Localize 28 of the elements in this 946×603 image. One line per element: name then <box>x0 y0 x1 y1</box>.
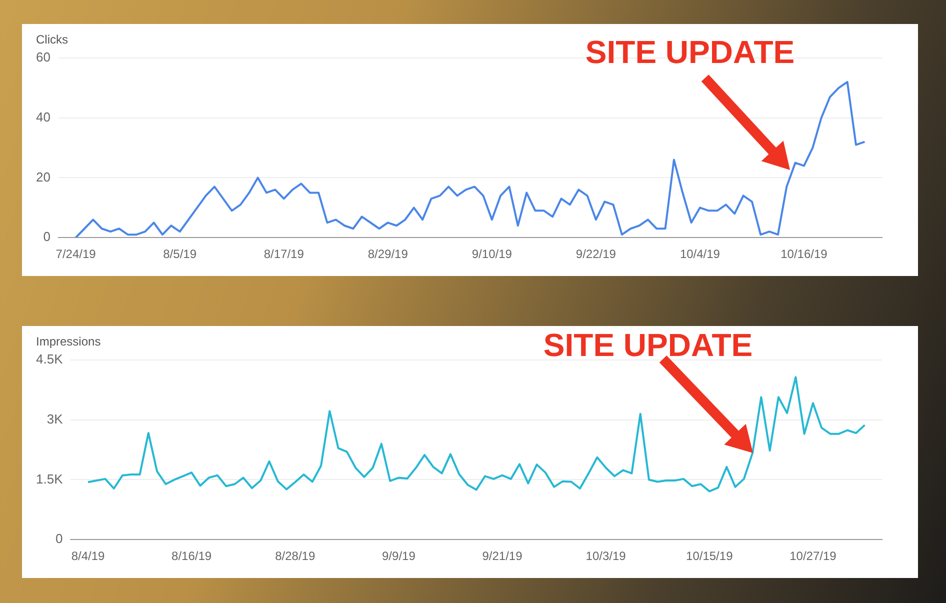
x-tick-label: 9/22/19 <box>576 247 616 262</box>
x-tick-label: 10/15/19 <box>686 549 734 564</box>
y-tick-label: 20 <box>36 169 50 184</box>
y-tick-label: 60 <box>36 50 50 65</box>
x-tick-label: 9/9/19 <box>382 549 416 564</box>
y-axis-title: Impressions <box>36 334 101 348</box>
x-tick-label: 9/21/19 <box>482 549 523 564</box>
x-tick-label: 8/5/19 <box>163 247 197 262</box>
x-tick-label: 7/24/19 <box>56 247 96 262</box>
x-tick-label: 10/16/19 <box>780 247 828 262</box>
x-tick-label: 8/28/19 <box>275 549 316 564</box>
y-axis-title: Clicks <box>36 32 68 46</box>
y-tick-label: 1.5K <box>36 471 64 486</box>
y-tick-label: 4.5K <box>36 352 64 367</box>
x-tick-label: 10/27/19 <box>790 549 837 564</box>
annotation: SITE UPDATE <box>543 326 753 363</box>
x-tick-label: 8/29/19 <box>368 247 408 262</box>
x-tick-label: 10/3/19 <box>586 549 626 564</box>
x-tick-label: 8/16/19 <box>172 549 212 564</box>
annotation: SITE UPDATE <box>585 34 795 70</box>
x-tick-label: 10/4/19 <box>680 247 720 262</box>
x-tick-label: 8/4/19 <box>71 549 106 564</box>
y-tick-label: 0 <box>56 531 63 546</box>
y-tick-label: 3K <box>46 411 64 426</box>
y-tick-label: 40 <box>36 109 50 124</box>
y-tick-label: 0 <box>43 229 50 244</box>
x-tick-label: 9/10/19 <box>472 247 512 262</box>
x-tick-label: 8/17/19 <box>264 247 304 262</box>
